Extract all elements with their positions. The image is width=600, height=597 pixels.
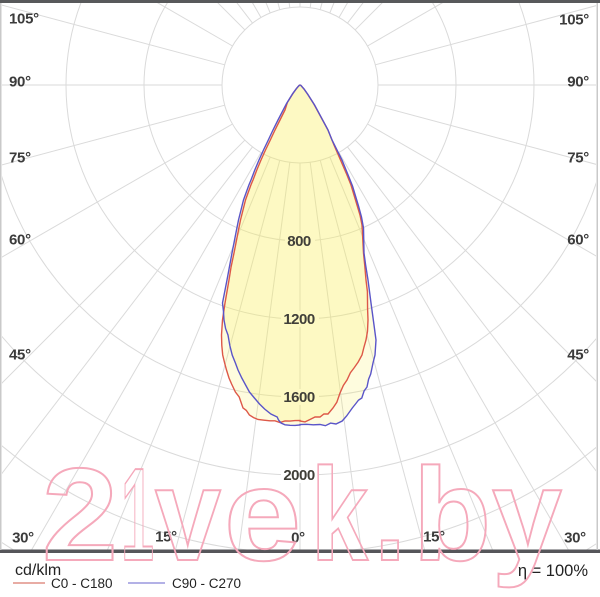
svg-text:e: e xyxy=(224,441,301,588)
svg-text:1600: 1600 xyxy=(283,389,315,406)
svg-text:45°: 45° xyxy=(9,347,31,364)
svg-text:1: 1 xyxy=(121,441,154,588)
svg-text:b: b xyxy=(413,441,491,588)
svg-text:k: k xyxy=(311,441,368,588)
svg-text:60°: 60° xyxy=(567,232,589,249)
svg-text:75°: 75° xyxy=(567,150,589,167)
svg-text:60°: 60° xyxy=(9,232,31,249)
svg-text:.: . xyxy=(374,441,406,588)
svg-text:90°: 90° xyxy=(567,74,589,91)
svg-text:105°: 105° xyxy=(9,11,39,28)
svg-text:30°: 30° xyxy=(12,530,34,547)
svg-text:105°: 105° xyxy=(559,12,589,29)
svg-text:75°: 75° xyxy=(9,150,31,167)
svg-text:90°: 90° xyxy=(9,74,31,91)
svg-text:2: 2 xyxy=(42,441,118,588)
svg-text:800: 800 xyxy=(287,233,311,250)
svg-text:y: y xyxy=(492,441,562,588)
svg-text:30°: 30° xyxy=(564,530,586,547)
svg-text:1200: 1200 xyxy=(283,311,315,328)
svg-text:45°: 45° xyxy=(567,347,589,364)
svg-text:v: v xyxy=(155,441,221,588)
